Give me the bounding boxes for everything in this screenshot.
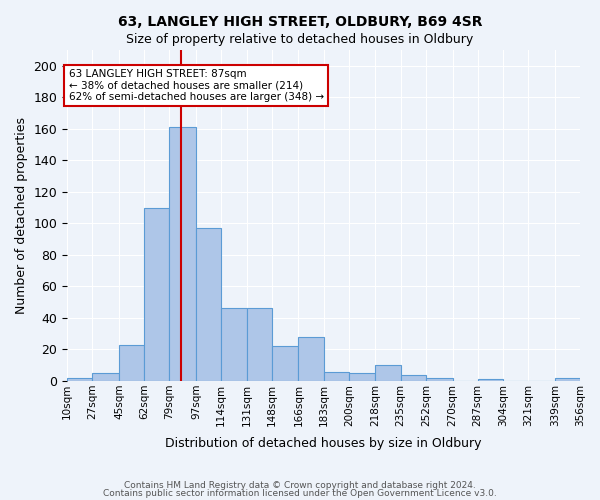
Bar (555, 378, 580, 381)
X-axis label: Distribution of detached houses by size in Oldbury: Distribution of detached houses by size … (166, 437, 482, 450)
Y-axis label: Number of detached properties: Number of detached properties (15, 117, 28, 314)
Bar (401, 374, 426, 381)
Text: 63, LANGLEY HIGH STREET, OLDBURY, B69 4SR: 63, LANGLEY HIGH STREET, OLDBURY, B69 4S… (118, 15, 482, 29)
Bar (478, 380, 503, 381)
Bar (298, 337, 323, 381)
Bar (169, 127, 196, 381)
Text: Contains HM Land Registry data © Crown copyright and database right 2024.: Contains HM Land Registry data © Crown c… (124, 481, 476, 490)
Text: 63 LANGLEY HIGH STREET: 87sqm
← 38% of detached houses are smaller (214)
62% of : 63 LANGLEY HIGH STREET: 87sqm ← 38% of d… (68, 69, 324, 102)
Bar (196, 228, 221, 381)
Bar (376, 365, 401, 381)
Bar (221, 308, 247, 381)
Bar (144, 208, 169, 381)
Bar (67, 378, 92, 381)
Bar (92, 373, 119, 381)
Text: Contains public sector information licensed under the Open Government Licence v3: Contains public sector information licen… (103, 488, 497, 498)
Bar (272, 346, 298, 381)
Text: Size of property relative to detached houses in Oldbury: Size of property relative to detached ho… (127, 32, 473, 46)
Bar (119, 344, 144, 381)
Bar (323, 372, 349, 381)
Bar (426, 378, 452, 381)
Bar (349, 373, 376, 381)
Bar (247, 308, 272, 381)
